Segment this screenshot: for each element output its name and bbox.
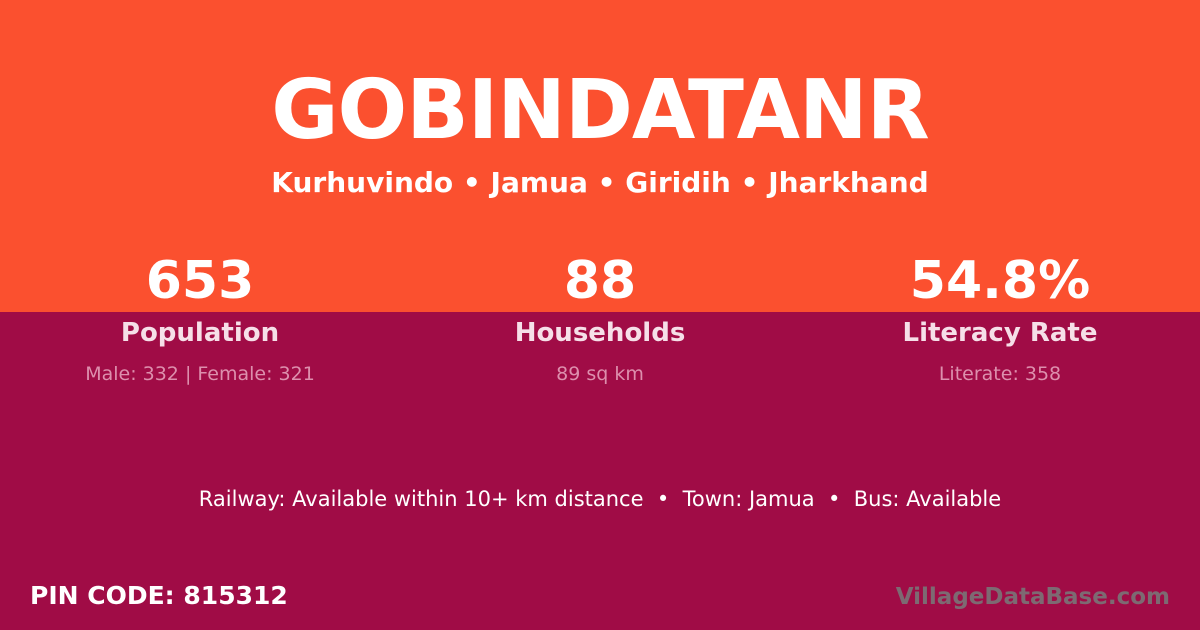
transport-info-line: Railway: Available within 10+ km distanc… [198,487,1002,511]
site-watermark: VillageDataBase.com [895,584,1170,610]
literacy-value: 54.8% [909,251,1091,311]
pin-code-value: 815312 [183,581,288,610]
pin-code: PIN CODE: 815312 [30,581,288,610]
literacy-label: Literacy Rate [902,318,1098,348]
pin-code-label: PIN CODE: [30,581,175,610]
households-label: Households [514,318,686,348]
stat-population: 653 Population Male: 332 | Female: 321 [0,250,400,385]
stats-row: 653 Population Male: 332 | Female: 321 8… [0,250,1200,385]
households-value: 88 [563,251,637,311]
population-detail: Male: 332 | Female: 321 [85,363,315,385]
literacy-detail: Literate: 358 [938,363,1062,385]
breadcrumb: Kurhuvindo • Jamua • Giridih • Jharkhand [271,166,929,200]
households-detail: 89 sq km [556,363,644,385]
stat-households: 88 Households 89 sq km [400,250,800,385]
stat-literacy: 54.8% Literacy Rate Literate: 358 [800,250,1200,385]
hero-section: GOBINDATANR Kurhuvindo • Jamua • Giridih… [0,0,1200,199]
population-value: 653 [145,251,255,311]
population-label: Population [120,318,280,348]
village-name-title: GOBINDATANR [271,63,930,158]
